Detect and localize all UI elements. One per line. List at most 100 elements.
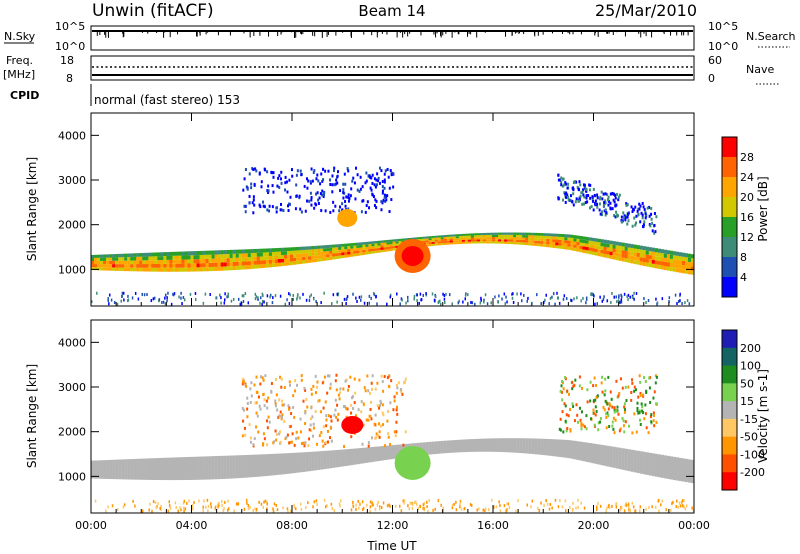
velocity-ground-scatter-cell xyxy=(91,460,95,479)
power-band-cell xyxy=(654,260,659,265)
power-band-cell xyxy=(440,237,444,240)
power-band-cell xyxy=(91,267,95,271)
power-band-cell xyxy=(311,249,315,253)
power-band-cell xyxy=(374,241,378,244)
velocity-echo xyxy=(324,505,327,509)
power-band-cell xyxy=(187,251,191,256)
velocity-echo xyxy=(179,506,181,510)
velocity-echo xyxy=(507,502,510,506)
power-band-cell xyxy=(235,265,239,270)
velocity-echo xyxy=(565,413,568,417)
power-band-cell xyxy=(220,254,224,259)
power-band-cell xyxy=(501,237,505,240)
velocity-echo xyxy=(531,499,534,503)
velocity-echo xyxy=(336,418,339,422)
power-echo xyxy=(668,300,670,304)
power-band-cell xyxy=(491,241,496,244)
power-echo xyxy=(558,178,561,182)
power-band-cell xyxy=(428,236,432,239)
velocity-echo xyxy=(305,397,308,401)
velocity-echo xyxy=(599,416,602,420)
velocity-echo xyxy=(645,507,647,511)
power-echo xyxy=(164,302,167,306)
power-band-cell xyxy=(374,248,378,251)
power-band-cell xyxy=(564,240,568,244)
velocity-echo xyxy=(286,433,289,437)
cpid-label: CPID xyxy=(10,89,39,102)
velocity-ground-scatter-cell xyxy=(386,445,390,460)
power-echo xyxy=(332,169,335,173)
velocity-echo xyxy=(320,410,323,414)
power-band-cell xyxy=(175,255,179,260)
power-band-cell xyxy=(386,242,390,245)
velocity-echo xyxy=(679,504,682,508)
power-band-cell xyxy=(561,240,565,244)
power-band-cell xyxy=(133,264,137,268)
velocity-echo xyxy=(255,507,258,511)
power-band-cell xyxy=(488,232,493,235)
power-band-cell xyxy=(564,237,568,241)
velocity-echo xyxy=(638,374,641,378)
noise-spike xyxy=(518,31,520,34)
power-band-cell xyxy=(687,257,692,262)
velocity-echo xyxy=(652,414,655,418)
velocity-echo xyxy=(310,429,313,433)
noise-spike xyxy=(572,31,574,35)
power-band-cell xyxy=(293,261,297,265)
power-band-cell xyxy=(323,245,327,249)
power-echo xyxy=(113,301,116,305)
velocity-echo xyxy=(631,381,634,385)
velocity-echo xyxy=(365,418,368,422)
power-band-cell xyxy=(289,247,294,251)
velocity-echo xyxy=(313,500,316,504)
power-band-cell xyxy=(452,236,456,239)
power-band-cell xyxy=(603,246,607,251)
velocity-echo xyxy=(589,380,592,384)
power-band-cell xyxy=(112,260,116,265)
power-band-cell xyxy=(461,239,466,242)
power-echo xyxy=(368,174,371,178)
velocity-echo xyxy=(279,375,282,379)
power-echo xyxy=(483,298,485,302)
power-echo xyxy=(121,294,123,298)
velocity-echo xyxy=(573,419,576,423)
power-band-cell xyxy=(401,238,405,241)
velocity-echo xyxy=(274,429,277,433)
power-band-cell xyxy=(205,254,209,259)
power-band-cell xyxy=(621,257,625,262)
power-echo xyxy=(227,294,230,298)
power-echo xyxy=(261,302,263,306)
power-band-cell xyxy=(425,238,429,241)
velocity-ground-scatter-cell xyxy=(525,438,529,454)
power-band-cell xyxy=(353,253,357,257)
noise-spike xyxy=(522,31,524,33)
power-band-cell xyxy=(582,246,586,250)
velocity-echo xyxy=(293,505,296,509)
noise-spike xyxy=(440,31,442,38)
power-echo xyxy=(387,175,390,179)
velocity-echo xyxy=(308,428,311,432)
noise-spike xyxy=(676,31,678,36)
power-echo xyxy=(612,192,615,196)
power-band-cell xyxy=(226,254,230,259)
power-band-cell xyxy=(145,256,149,261)
power-band-cell xyxy=(555,245,559,249)
power-band-cell xyxy=(540,235,544,239)
power-band-cell xyxy=(172,267,176,272)
power-band-cell xyxy=(289,257,294,262)
power-band-cell xyxy=(657,248,662,253)
velocity-echo xyxy=(344,405,347,409)
power-band-cell xyxy=(425,240,429,243)
velocity-ground-scatter-cell xyxy=(570,440,574,459)
power-echo xyxy=(631,210,634,214)
power-band-cell xyxy=(286,254,291,259)
power-band-cell xyxy=(362,247,366,250)
velocity-echo xyxy=(168,504,171,508)
power-band-cell xyxy=(166,255,170,260)
velocity-ground-scatter-cell xyxy=(332,450,336,468)
power-band-cell xyxy=(103,260,107,265)
power-echo xyxy=(248,194,251,198)
power-echo xyxy=(194,297,197,301)
power-echo xyxy=(321,189,324,193)
noise-spike xyxy=(594,31,596,36)
